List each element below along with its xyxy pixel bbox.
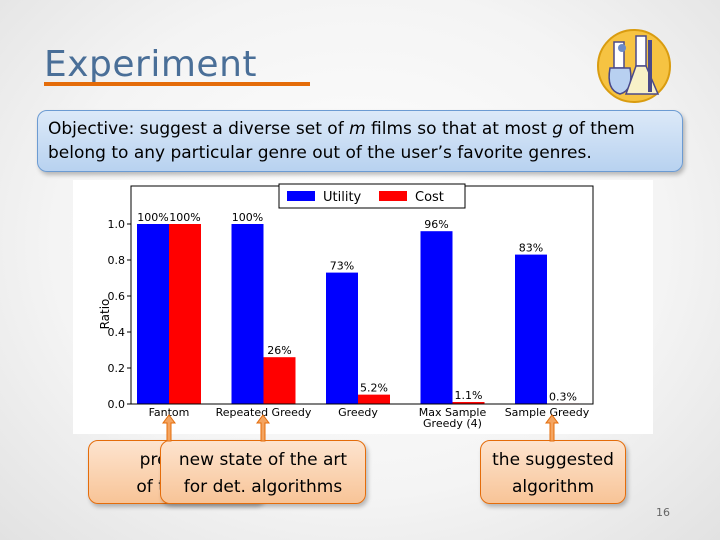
- data-label: 26%: [267, 344, 291, 357]
- y-tick-label: 0.2: [108, 362, 126, 375]
- bar-utility: [231, 224, 264, 404]
- chart-panel: 0.0 0.2 0.4 0.6 0.8 1.0 Ratio 100% 100% Fantom 100…: [73, 180, 653, 434]
- bar-cost: [452, 402, 485, 404]
- arrow-up-icon: [162, 414, 176, 442]
- data-label: 96%: [424, 218, 448, 231]
- legend-swatch-utility: [287, 191, 315, 201]
- title-underline: [44, 82, 310, 86]
- data-label: 0.3%: [549, 390, 577, 403]
- objective-text-1: Objective: suggest a diverse set of: [48, 119, 350, 139]
- y-tick-label: 1.0: [108, 218, 126, 231]
- callout-det-line1: new state of the art: [178, 450, 348, 470]
- slide-title: Experiment: [44, 44, 258, 85]
- legend-label-utility: Utility: [323, 190, 362, 205]
- callout-suggested: the suggested algorithm: [480, 440, 626, 504]
- arrow-up-icon: [256, 414, 270, 442]
- x-tick-label: Max Sample: [419, 406, 487, 419]
- x-tick-label: Repeated Greedy: [216, 406, 312, 419]
- objective-m: m: [349, 119, 366, 139]
- data-label: 100%: [169, 211, 200, 224]
- data-label: 100%: [232, 211, 263, 224]
- y-axis-label: Ratio: [98, 299, 112, 330]
- callout-suggested-line1: the suggested: [492, 450, 614, 470]
- page-number: 16: [656, 506, 670, 519]
- y-tick-label: 0.4: [108, 326, 126, 339]
- bar-utility: [515, 254, 547, 404]
- data-label: 5.2%: [360, 382, 388, 395]
- bar-utility: [137, 224, 169, 404]
- objective-text-2: films so that at most: [365, 119, 553, 139]
- legend-swatch-cost: [379, 191, 407, 201]
- y-tick-label: 0.0: [108, 398, 126, 411]
- data-label: 100%: [137, 211, 168, 224]
- data-label: 73%: [330, 260, 354, 273]
- bar-utility: [420, 231, 453, 404]
- x-tick-label: Greedy (4): [423, 417, 482, 430]
- lab-flask-icon: [597, 29, 671, 103]
- objective-box: Objective: suggest a diverse set of m fi…: [37, 110, 683, 172]
- legend-label-cost: Cost: [415, 190, 444, 205]
- objective-text-3: of them belong to any particular genre o…: [48, 119, 635, 163]
- data-label: 83%: [519, 242, 543, 255]
- bar-cost: [263, 357, 296, 404]
- callout-det-line2: for det. algorithms: [183, 477, 343, 497]
- y-tick-label: 0.6: [108, 290, 126, 303]
- callout-suggested-line2: algorithm: [511, 477, 595, 497]
- bar-cost: [169, 224, 201, 404]
- callout-det-algorithms: new state of the art for det. algorithms: [160, 440, 366, 504]
- x-tick-label: Fantom: [149, 406, 190, 419]
- x-tick-label: Greedy: [338, 406, 378, 419]
- arrow-up-icon: [545, 414, 559, 442]
- bar-cost: [358, 394, 390, 404]
- objective-g: g: [552, 119, 564, 139]
- data-label: 1.1%: [455, 389, 483, 402]
- bar-utility: [326, 272, 358, 404]
- x-tick-label: Sample Greedy: [505, 406, 590, 419]
- y-tick-label: 0.8: [108, 254, 126, 267]
